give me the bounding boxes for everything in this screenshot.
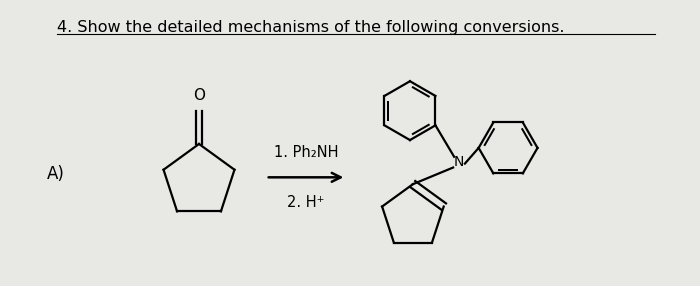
Text: O: O <box>193 88 205 103</box>
Text: A): A) <box>47 165 65 183</box>
Text: 4. Show the detailed mechanisms of the following conversions.: 4. Show the detailed mechanisms of the f… <box>57 20 564 35</box>
Text: 2. H⁺: 2. H⁺ <box>287 195 325 210</box>
Text: N: N <box>454 155 464 169</box>
Text: 1. Ph₂NH: 1. Ph₂NH <box>274 145 338 160</box>
